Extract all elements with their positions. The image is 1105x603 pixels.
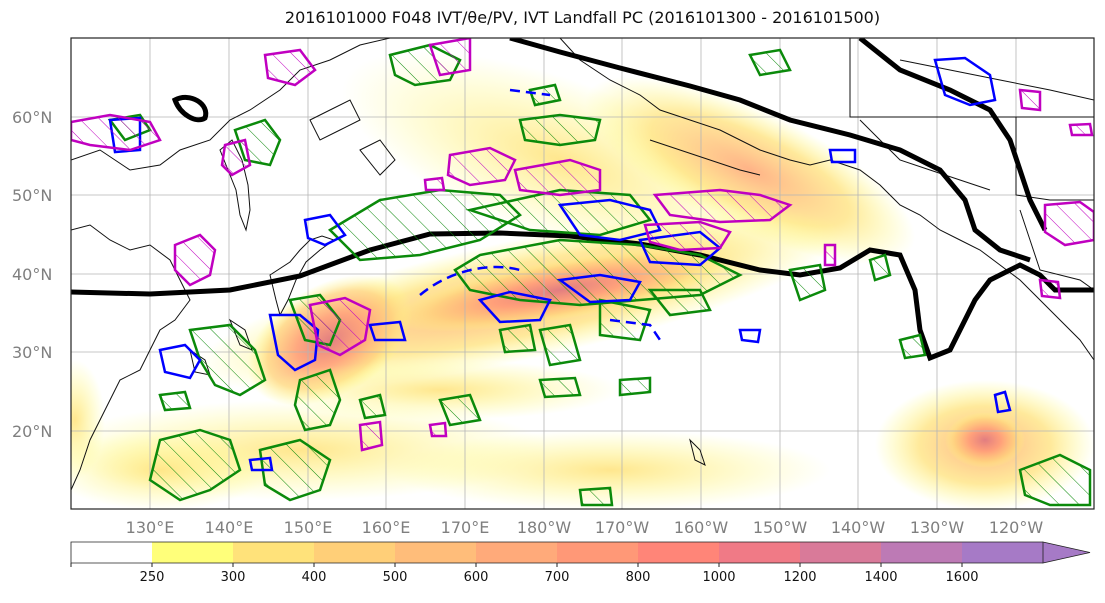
colorbar-tick-label: 400 bbox=[302, 570, 327, 585]
latitude-labels: 60°N 50°N 40°N 30°N 20°N bbox=[12, 108, 52, 441]
pv-contours bbox=[108, 56, 1012, 472]
colorbar-tick-label: 1000 bbox=[702, 570, 735, 585]
lon-label: 140°W bbox=[831, 518, 886, 537]
lat-label-60: 60°N bbox=[12, 108, 52, 127]
lon-label: 140°E bbox=[205, 518, 254, 537]
colorbar-swatch bbox=[881, 542, 963, 563]
colorbar-swatch bbox=[476, 542, 558, 563]
colorbar-tick-label: 600 bbox=[464, 570, 489, 585]
colorbar-tick-label: 250 bbox=[140, 570, 165, 585]
colorbar-swatch bbox=[638, 542, 720, 563]
lat-label-30: 30°N bbox=[12, 343, 52, 362]
lat-label-40: 40°N bbox=[12, 265, 52, 284]
pv-alt-contours bbox=[71, 38, 1094, 452]
colorbar-tick-label: 800 bbox=[626, 570, 651, 585]
lon-label: 150°W bbox=[753, 518, 808, 537]
colorbar-swatch bbox=[233, 542, 315, 563]
colorbar-tick-label: 1400 bbox=[864, 570, 897, 585]
lon-label: 160°E bbox=[362, 518, 411, 537]
colorbar-swatch bbox=[719, 542, 801, 563]
lon-label: 160°W bbox=[674, 518, 729, 537]
lon-label: 150°E bbox=[284, 518, 333, 537]
colorbar: 250 300 400 500 600 700 800 1000 1200 1400 1600 bbox=[70, 541, 1091, 585]
colorbar-extend-arrow bbox=[1042, 541, 1091, 564]
colorbar-tick-label: 700 bbox=[545, 570, 570, 585]
colorbar-tick-label: 1200 bbox=[783, 570, 816, 585]
lat-label-20: 20°N bbox=[12, 422, 52, 441]
colorbar-swatch bbox=[962, 542, 1044, 563]
colorbar-swatch bbox=[71, 542, 153, 563]
longitude-labels: 130°E 140°E 150°E 160°E 170°E 180°W 170°… bbox=[126, 518, 1044, 537]
lat-label-50: 50°N bbox=[12, 186, 52, 205]
lon-label: 180°W bbox=[517, 518, 572, 537]
theta-e-contours bbox=[107, 43, 1092, 507]
colorbar-swatch bbox=[800, 542, 882, 563]
colorbar-swatch bbox=[152, 542, 234, 563]
colorbar-swatch bbox=[395, 542, 477, 563]
lon-label: 130°W bbox=[910, 518, 965, 537]
colorbar-swatch bbox=[314, 542, 396, 563]
chart-title: 2016101000 F048 IVT/θe/PV, IVT Landfall … bbox=[284, 8, 881, 27]
colorbar-tick-label: 1600 bbox=[945, 570, 978, 585]
lon-label: 170°E bbox=[441, 518, 490, 537]
colorbar-tick-label: 300 bbox=[221, 570, 246, 585]
coastlines bbox=[71, 38, 1094, 491]
lon-label: 120°W bbox=[989, 518, 1044, 537]
lon-label: 130°E bbox=[126, 518, 175, 537]
lon-label: 170°W bbox=[595, 518, 650, 537]
map-frame bbox=[70, 37, 1095, 510]
colorbar-tick-label: 500 bbox=[383, 570, 408, 585]
colorbar-swatch bbox=[557, 542, 639, 563]
